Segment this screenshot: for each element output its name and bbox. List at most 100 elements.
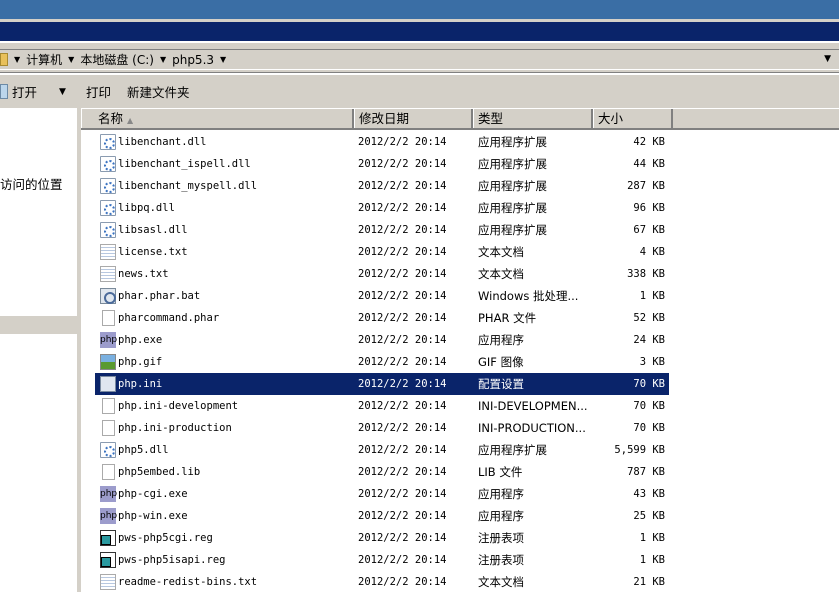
- registry-file-icon: [100, 530, 116, 546]
- breadcrumb-local-disk[interactable]: 本地磁盘 (C:): [80, 53, 154, 67]
- navigation-pane: 访问的位置: [0, 108, 78, 592]
- file-row[interactable]: php.ini 2012/2/2 20:14 配置设置 70 KB: [95, 373, 669, 395]
- file-date: 2012/2/2 20:14: [358, 488, 447, 500]
- file-row[interactable]: libpq.dll 2012/2/2 20:14 应用程序扩展 96 KB: [95, 197, 669, 219]
- file-name: pws-php5cgi.reg: [118, 532, 213, 544]
- column-header-date[interactable]: 修改日期: [354, 109, 473, 128]
- file-size: 67 KB: [633, 224, 665, 236]
- file-row[interactable]: pws-php5cgi.reg 2012/2/2 20:14 注册表项 1 KB: [95, 527, 669, 549]
- file-row[interactable]: pharcommand.phar 2012/2/2 20:14 PHAR 文件 52 …: [95, 307, 669, 329]
- file-row[interactable]: php php.exe 2012/2/2 20:14 应用程序 24 KB: [95, 329, 669, 351]
- new-folder-button[interactable]: 新建文件夹: [127, 82, 190, 101]
- file-name: php-cgi.exe: [118, 488, 188, 500]
- file-row[interactable]: news.txt 2012/2/2 20:14 文本文档 338 KB: [95, 263, 669, 285]
- file-row[interactable]: phar.phar.bat 2012/2/2 20:14 Windows 批处理..…: [95, 285, 669, 307]
- breadcrumb-computer[interactable]: 计算机: [26, 53, 63, 67]
- print-button[interactable]: 打印: [86, 82, 111, 101]
- file-date: 2012/2/2 20:14: [358, 268, 447, 280]
- file-type: 注册表项: [478, 531, 524, 545]
- breadcrumb-php53[interactable]: php5.3: [172, 52, 215, 67]
- file-row[interactable]: libenchant_myspell.dll 2012/2/2 20:14 应用程序…: [95, 175, 669, 197]
- chevron-down-icon[interactable]: ▼: [68, 55, 75, 64]
- column-header-type[interactable]: 类型: [473, 109, 593, 128]
- file-row[interactable]: php.ini-production 2012/2/2 20:14 INI-PROD…: [95, 417, 669, 439]
- menu-bar: [0, 22, 839, 41]
- file-size: 96 KB: [633, 202, 665, 214]
- file-row[interactable]: pws-php5isapi.reg 2012/2/2 20:14 注册表项 1 KB: [95, 549, 669, 571]
- file-name: php.exe: [118, 334, 163, 346]
- file-type: INI-DEVELOPMEN...: [478, 399, 588, 413]
- file-type: 应用程序扩展: [478, 201, 547, 215]
- file-row[interactable]: libenchant_ispell.dll 2012/2/2 20:14 应用程序扩…: [95, 153, 669, 175]
- file-row[interactable]: license.txt 2012/2/2 20:14 文本文档 4 KB: [95, 241, 669, 263]
- file-size: 787 KB: [627, 466, 665, 478]
- file-row[interactable]: libenchant.dll 2012/2/2 20:14 应用程序扩展 42 KB: [95, 131, 669, 153]
- chevron-down-icon[interactable]: ▼: [220, 55, 227, 64]
- file-type: Windows 批处理...: [478, 289, 579, 303]
- file-size: 3 KB: [639, 356, 665, 368]
- file-type: 应用程序扩展: [478, 179, 547, 193]
- file-size: 52 KB: [633, 312, 665, 324]
- file-row[interactable]: php5embed.lib 2012/2/2 20:14 LIB 文件 787 KB: [95, 461, 669, 483]
- file-row[interactable]: php.gif 2012/2/2 20:14 GIF 图像 3 KB: [95, 351, 669, 373]
- file-size: 21 KB: [633, 576, 665, 588]
- file-row[interactable]: readme-redist-bins.txt 2012/2/2 20:14 文本文档…: [95, 571, 669, 593]
- address-bar[interactable]: ▼ 计算机 ▼ 本地磁盘 (C:) ▼ php5.3 ▼ ▼: [0, 41, 839, 73]
- file-date: 2012/2/2 20:14: [358, 554, 447, 566]
- file-name: pharcommand.phar: [118, 312, 220, 324]
- file-name: libenchant.dll: [118, 136, 207, 148]
- file-date: 2012/2/2 20:14: [358, 576, 447, 588]
- column-header: 名称 ▲ 修改日期 类型 大小: [81, 109, 839, 130]
- column-name-label: 名称: [98, 111, 124, 126]
- file-size: 4 KB: [639, 246, 665, 258]
- file-row[interactable]: php php-win.exe 2012/2/2 20:14 应用程序 25 KB: [95, 505, 669, 527]
- file-row[interactable]: libsasl.dll 2012/2/2 20:14 应用程序扩展 67 KB: [95, 219, 669, 241]
- file-date: 2012/2/2 20:14: [358, 224, 447, 236]
- column-header-size[interactable]: 大小: [593, 109, 673, 128]
- file-date: 2012/2/2 20:14: [358, 510, 447, 522]
- notepad-icon: [0, 84, 8, 99]
- pane-splitter[interactable]: [78, 108, 81, 592]
- folder-icon: [0, 53, 8, 66]
- column-size-label: 大小: [598, 111, 624, 126]
- generic-file-icon: [102, 464, 115, 480]
- file-name: libenchant_myspell.dll: [118, 180, 258, 192]
- print-label: 打印: [85, 85, 111, 100]
- file-date: 2012/2/2 20:14: [358, 356, 447, 368]
- generic-file-icon: [102, 420, 115, 436]
- file-type: 文本文档: [478, 575, 524, 589]
- text-file-icon: [100, 574, 116, 590]
- chevron-down-icon[interactable]: ▼: [14, 55, 21, 64]
- open-dropdown-icon[interactable]: ▼: [59, 86, 66, 97]
- file-size: 70 KB: [633, 378, 665, 390]
- dll-file-icon: [100, 200, 116, 216]
- file-name: libenchant_ispell.dll: [118, 158, 251, 170]
- file-name: news.txt: [118, 268, 169, 280]
- open-label: 打开: [12, 85, 38, 100]
- sidebar-item-recent-places[interactable]: 访问的位置: [0, 177, 63, 192]
- file-name: phar.phar.bat: [118, 290, 201, 302]
- file-type: 应用程序: [478, 333, 524, 347]
- file-type: 应用程序: [478, 509, 524, 523]
- address-dropdown-icon[interactable]: ▼: [824, 54, 831, 64]
- file-row[interactable]: php php-cgi.exe 2012/2/2 20:14 应用程序 43 KB: [95, 483, 669, 505]
- file-date: 2012/2/2 20:14: [358, 158, 447, 170]
- column-header-name[interactable]: 名称 ▲: [81, 109, 354, 128]
- file-size: 338 KB: [627, 268, 665, 280]
- file-size: 1 KB: [639, 554, 665, 566]
- sidebar-selected-band: [0, 316, 78, 334]
- sort-ascending-icon: ▲: [127, 116, 134, 125]
- file-row[interactable]: php5.dll 2012/2/2 20:14 应用程序扩展 5,599 KB: [95, 439, 669, 461]
- file-row[interactable]: php.ini-development 2012/2/2 20:14 INI-DEV…: [95, 395, 669, 417]
- file-type: 应用程序扩展: [478, 135, 547, 149]
- chevron-down-icon[interactable]: ▼: [159, 55, 167, 64]
- column-date-label: 修改日期: [359, 111, 410, 126]
- file-size: 43 KB: [633, 488, 665, 500]
- file-name: pws-php5isapi.reg: [118, 554, 226, 566]
- file-name: php.gif: [118, 356, 163, 368]
- file-size: 1 KB: [639, 290, 665, 302]
- column-type-label: 类型: [478, 111, 504, 126]
- file-type: 应用程序扩展: [478, 443, 547, 457]
- image-file-icon: [100, 354, 116, 370]
- open-button[interactable]: 打开 ▼: [0, 82, 66, 101]
